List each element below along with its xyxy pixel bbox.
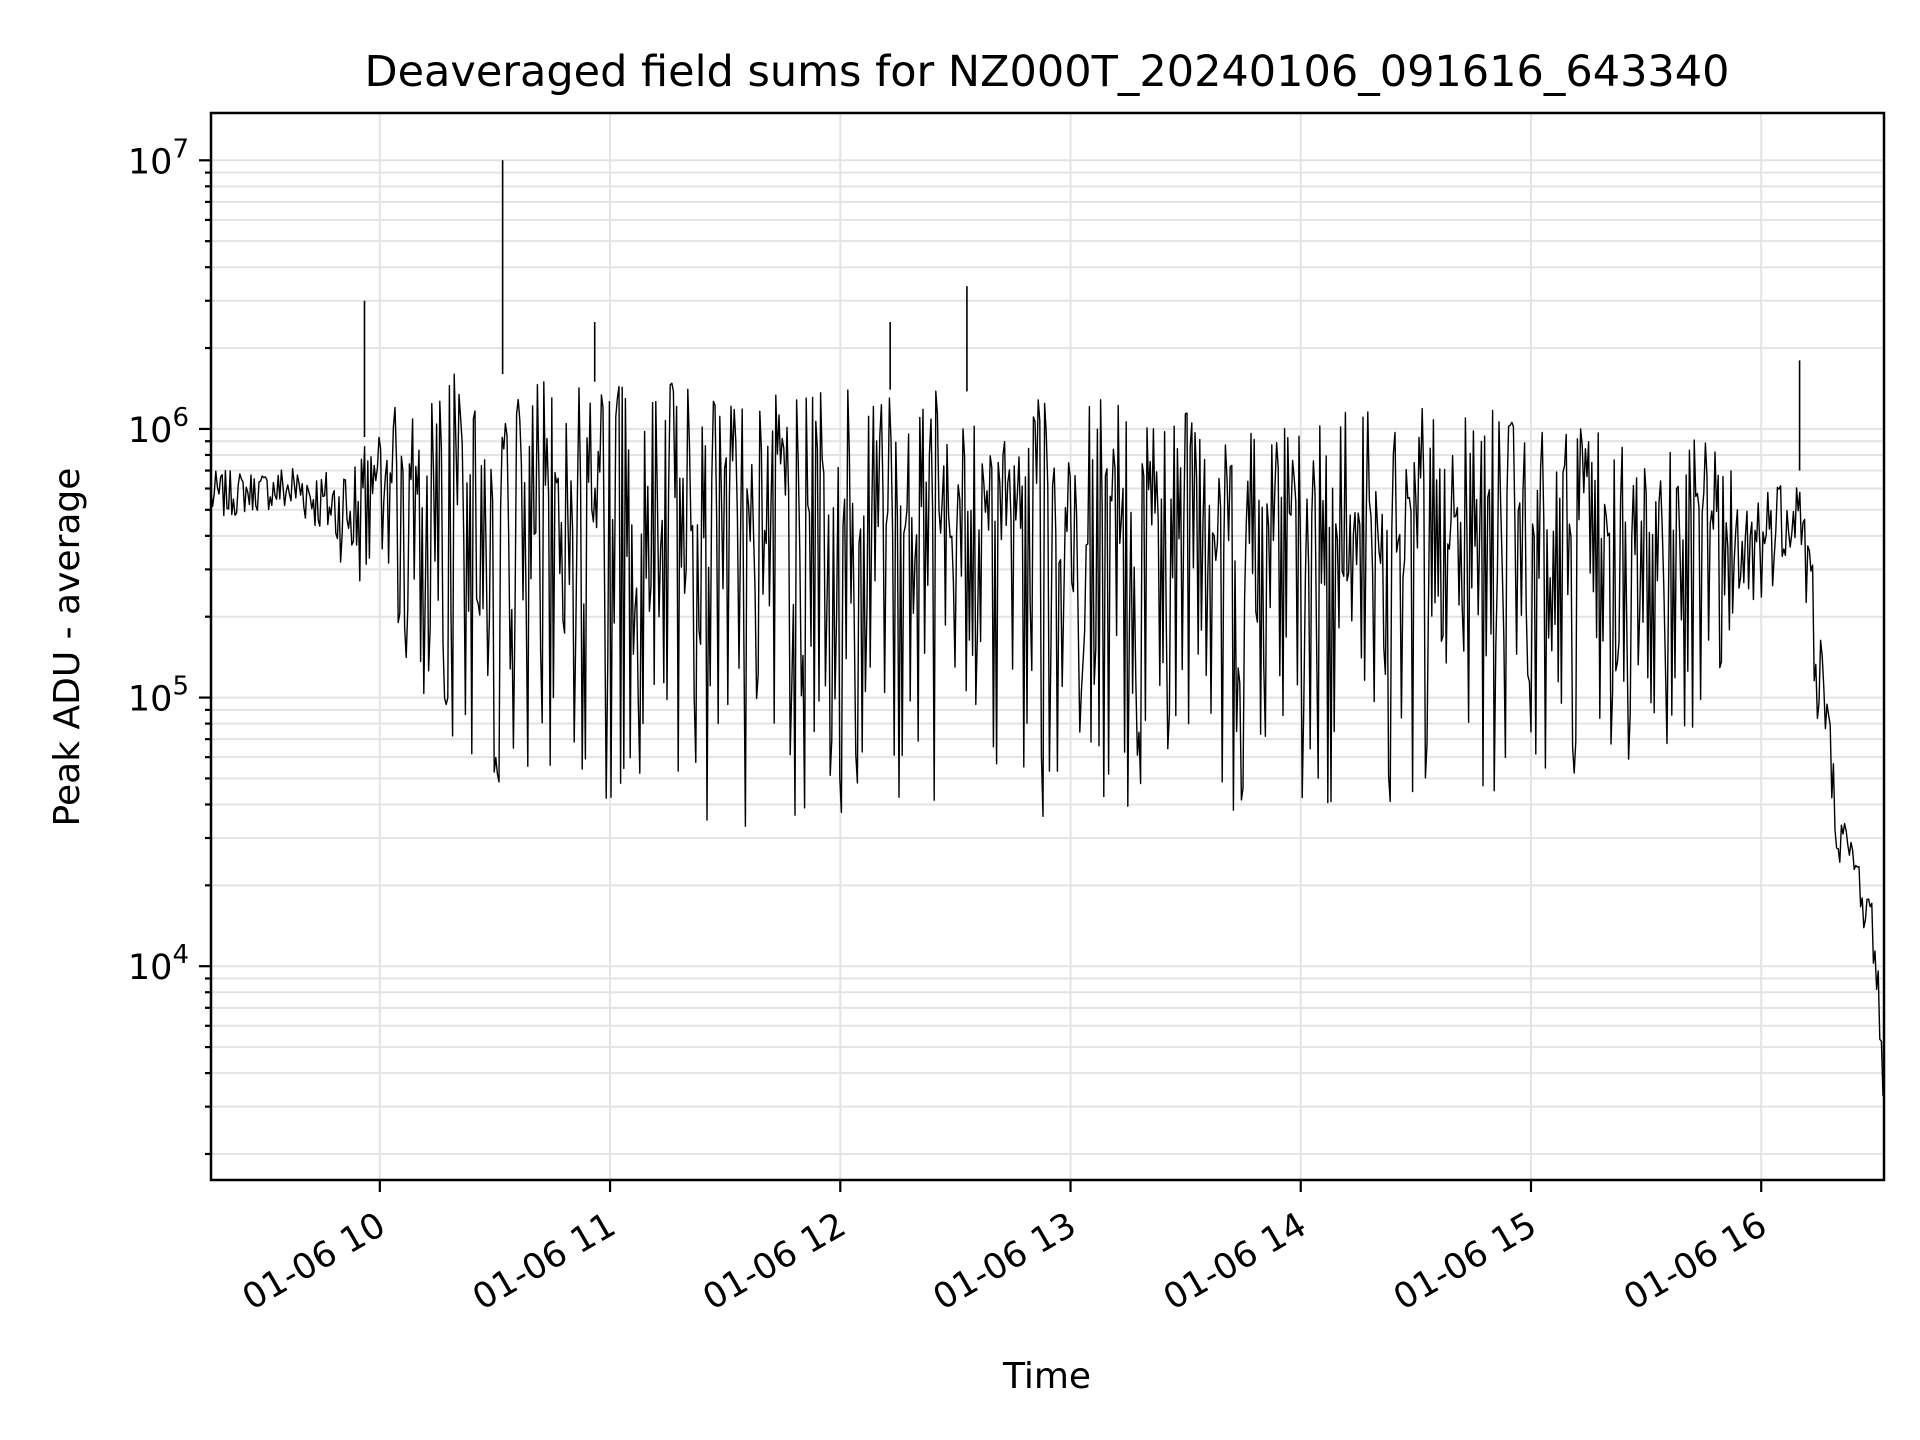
grid	[211, 113, 1884, 1180]
y-tick-label: 104	[128, 940, 189, 988]
x-tick-label: 01-06 14	[1157, 1205, 1313, 1318]
plot-frame	[209, 111, 1886, 1182]
x-axis-label: Time	[1002, 1356, 1091, 1397]
chart-title: Deaveraged field sums for NZ000T_2024010…	[364, 47, 1729, 97]
x-tick-label: 01-06 15	[1387, 1205, 1543, 1318]
x-tick-label: 01-06 10	[236, 1205, 392, 1318]
x-tick-label: 01-06 12	[697, 1205, 853, 1318]
x-tick-label: 01-06 16	[1617, 1205, 1773, 1318]
y-tick-label: 105	[128, 672, 189, 720]
y-tick-label: 107	[128, 134, 189, 182]
x-tick-label: 01-06 11	[466, 1205, 622, 1318]
y-tick-label: 106	[128, 403, 189, 451]
axis-ticks: 01-06 10 01-06 11 01-06 12 01-06 13 01-06 14…	[128, 134, 1774, 1318]
series-line	[210, 373, 1884, 1097]
y-axis-label: Peak ADU - average	[47, 468, 88, 827]
x-tick-label: 01-06 13	[927, 1205, 1083, 1318]
data-layer	[210, 160, 1884, 1097]
